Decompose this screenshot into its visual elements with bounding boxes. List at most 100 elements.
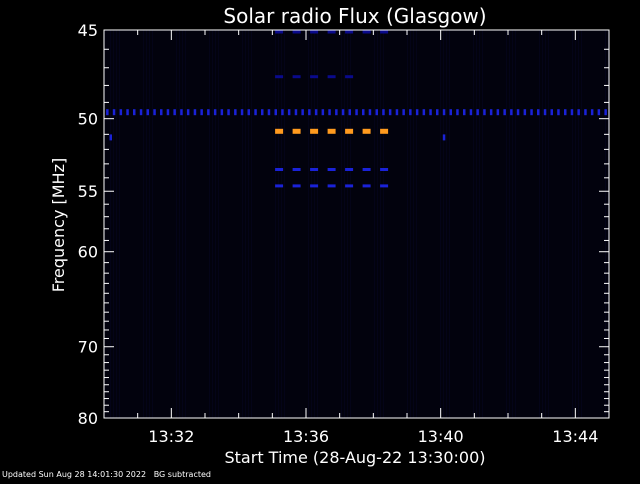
background-noise-column — [314, 30, 315, 418]
background-noise-column — [572, 30, 573, 418]
x-tick-label: 13:36 — [283, 427, 329, 446]
background-noise-column — [476, 30, 477, 418]
background-noise-column — [209, 30, 210, 418]
background-noise-column — [374, 30, 375, 418]
emission-mark — [564, 109, 567, 116]
emission-mark — [254, 109, 257, 116]
background-noise-column — [149, 30, 150, 418]
emission-mark — [160, 109, 163, 116]
background-noise-column — [275, 30, 276, 418]
background-noise-column — [182, 30, 183, 418]
background-noise-column — [380, 30, 381, 418]
emission-mark — [388, 109, 392, 116]
emission-mark — [220, 109, 224, 116]
emission-mark — [193, 109, 197, 116]
background-noise-column — [440, 30, 441, 418]
emission-mark — [362, 184, 371, 188]
emission-mark — [375, 109, 378, 116]
emission-mark — [422, 109, 426, 116]
background-noise-column — [281, 30, 282, 418]
background-noise-column — [548, 30, 549, 418]
x-tick-label: 13:32 — [148, 427, 194, 446]
background-noise-column — [605, 30, 606, 418]
emission-mark — [463, 109, 466, 116]
emission-mark — [345, 30, 354, 34]
emission-mark — [308, 109, 311, 116]
plot-frame — [103, 29, 610, 419]
emission-mark — [200, 109, 203, 116]
emission-mark — [380, 184, 389, 188]
emission-mark — [227, 109, 230, 116]
background-noise-column — [116, 30, 117, 418]
y-tick-label: 45 — [78, 21, 98, 40]
emission-mark — [327, 75, 336, 79]
plot-area — [104, 30, 609, 418]
emission-mark — [348, 109, 351, 116]
emission-mark — [476, 109, 479, 116]
background-noise-column — [509, 30, 510, 418]
background-noise-column — [473, 30, 474, 418]
emission-mark — [186, 109, 190, 116]
emission-mark — [523, 109, 527, 116]
background-noise-column — [515, 30, 516, 418]
background-noise-column — [575, 30, 576, 418]
background-noise-column — [482, 30, 483, 418]
emission-mark — [281, 109, 284, 116]
emission-mark — [503, 109, 506, 116]
emission-mark — [327, 30, 336, 34]
x-tick-label: 13:40 — [418, 427, 464, 446]
emission-mark — [267, 109, 271, 116]
emission-mark — [345, 184, 354, 188]
emission-mark — [133, 109, 136, 116]
y-tick-label: 80 — [78, 409, 98, 428]
plot-background — [104, 30, 609, 418]
emission-mark — [180, 109, 183, 116]
background-noise-column — [479, 30, 480, 418]
emission-mark — [294, 109, 298, 116]
y-tick-label: 50 — [78, 110, 98, 129]
background-noise-column — [545, 30, 546, 418]
background-noise-column — [152, 30, 153, 418]
x-axis-label: Start Time (28-Aug-22 13:30:00) — [225, 448, 486, 467]
emission-mark — [449, 109, 452, 116]
emission-mark — [314, 109, 318, 116]
background-noise-column — [446, 30, 447, 418]
emission-mark — [469, 109, 473, 116]
emission-mark — [275, 184, 284, 188]
emission-mark — [166, 109, 170, 116]
emission-mark — [292, 168, 301, 171]
emission-mark — [345, 128, 354, 134]
emission-mark — [327, 184, 336, 188]
emission-mark — [415, 109, 419, 116]
background-noise-column — [449, 30, 450, 418]
background-noise-column — [218, 30, 219, 418]
emission-mark — [310, 75, 319, 79]
emission-mark — [483, 109, 486, 116]
background-noise-column — [347, 30, 348, 418]
background-noise-column — [413, 30, 414, 418]
emission-mark — [240, 109, 244, 116]
emission-mark — [274, 109, 277, 116]
background-noise-column — [176, 30, 177, 418]
background-noise-column — [506, 30, 507, 418]
emission-mark — [146, 109, 149, 116]
emission-mark — [409, 109, 412, 116]
emission-mark — [436, 109, 439, 116]
emission-mark — [292, 128, 301, 134]
emission-mark — [362, 30, 371, 34]
emission-mark — [327, 168, 336, 171]
y-tick-label: 60 — [78, 243, 98, 262]
background-noise-column — [311, 30, 312, 418]
emission-mark — [112, 109, 116, 116]
background-noise-column — [539, 30, 540, 418]
emission-mark — [597, 109, 601, 116]
emission-mark — [109, 134, 112, 141]
emission-mark — [126, 109, 129, 116]
emission-mark — [153, 109, 156, 116]
background-noise-column — [317, 30, 318, 418]
background-noise-column — [245, 30, 246, 418]
emission-mark — [321, 109, 325, 116]
emission-features — [106, 30, 607, 188]
emission-mark — [590, 109, 594, 116]
